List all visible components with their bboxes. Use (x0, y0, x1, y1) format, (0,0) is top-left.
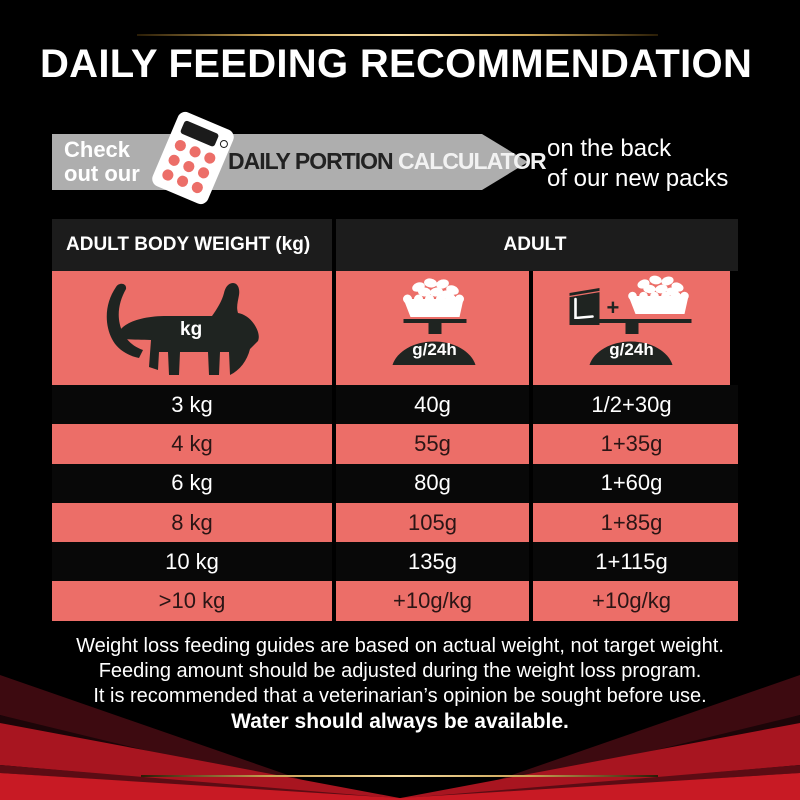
svg-text:g/24h: g/24h (412, 340, 456, 359)
svg-text:+: + (607, 295, 620, 320)
svg-text:g/24h: g/24h (609, 340, 653, 359)
